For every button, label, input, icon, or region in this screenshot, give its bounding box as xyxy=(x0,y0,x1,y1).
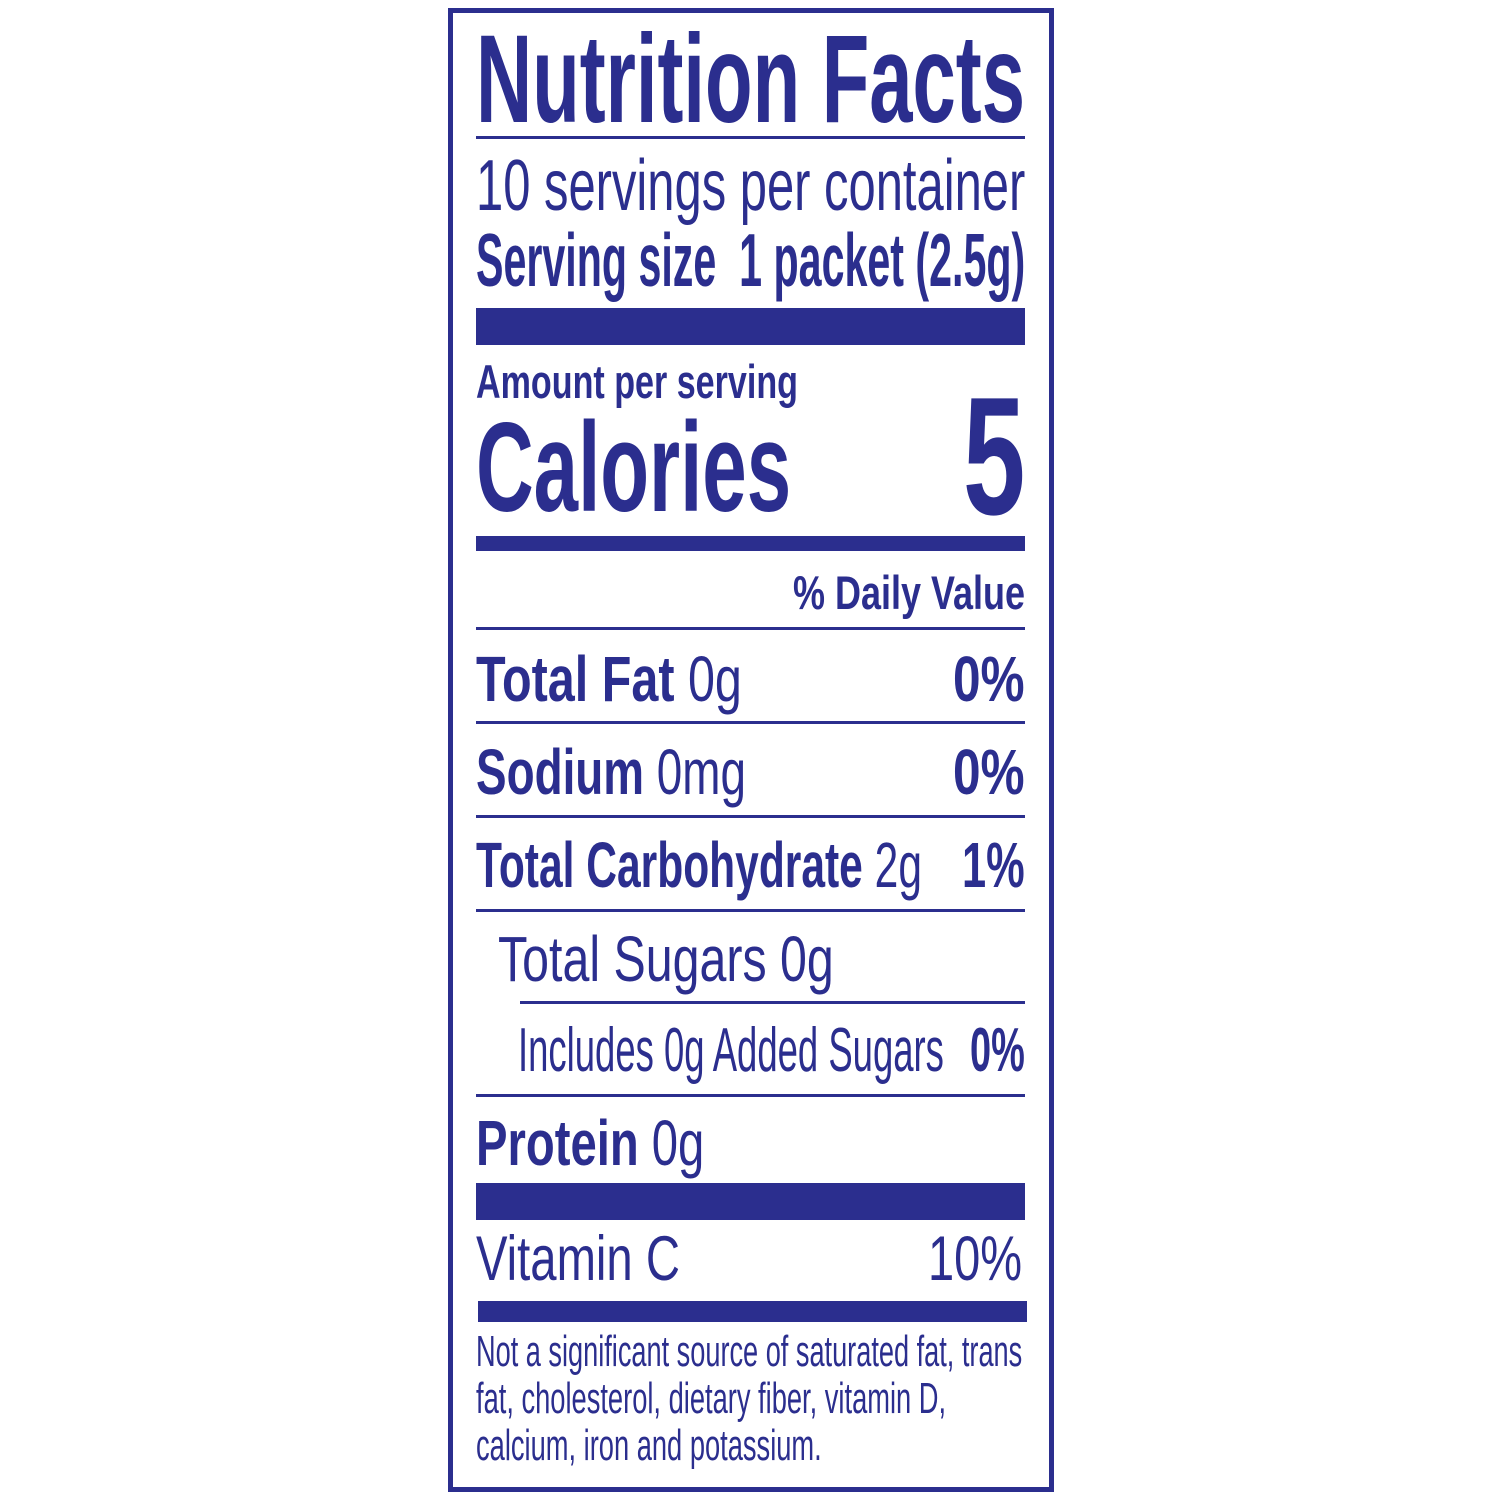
calories-label: Calories xyxy=(476,396,792,538)
footnote-line: calcium, iron and potassium. xyxy=(476,1421,822,1470)
label-title: Nutrition Facts xyxy=(476,10,1025,149)
daily-value-header: % Daily Value xyxy=(793,566,1026,619)
serving-size-value: 1 packet (2.5g) xyxy=(739,218,1026,302)
nutrition-label-frame xyxy=(448,8,1054,1492)
calories-value: 5 xyxy=(963,362,1026,550)
thick-divider xyxy=(476,1183,1025,1220)
divider xyxy=(476,815,1025,818)
servings-per-container: 10 servings per container xyxy=(476,146,1026,226)
divider xyxy=(476,909,1025,912)
dv-vitamin-c: 10% xyxy=(928,1224,1023,1294)
divider xyxy=(476,136,1025,139)
footnote-line: Not a significant source of saturated fa… xyxy=(476,1327,1023,1376)
nutrient-protein: Protein 0g xyxy=(476,1107,705,1179)
serving-size: Serving size 1 packet (2.5g) xyxy=(476,223,1025,298)
vitamin-c: Vitamin C xyxy=(476,1224,680,1294)
dv-added-sugars: 0% xyxy=(970,1016,1025,1085)
medium-divider xyxy=(478,1301,1027,1322)
nutrient-total-fat: Total Fat 0g xyxy=(476,643,742,715)
dv-total-fat: 0% xyxy=(953,643,1025,715)
dv-total-carbohydrate: 1% xyxy=(962,829,1025,901)
nutrient-total-sugars: Total Sugars 0g xyxy=(498,923,834,995)
divider xyxy=(476,721,1025,724)
amount-per-serving: Amount per serving xyxy=(476,355,798,408)
divider xyxy=(476,627,1025,630)
footnote-line: fat, cholesterol, dietary fiber, vitamin… xyxy=(476,1374,947,1423)
nutrient-total-carbohydrate: Total Carbohydrate 2g xyxy=(476,829,922,901)
divider xyxy=(476,1094,1025,1097)
serving-size-label: Serving size xyxy=(476,218,717,302)
medium-divider xyxy=(476,536,1025,551)
divider xyxy=(520,1001,1025,1004)
nutrient-sodium: Sodium 0mg xyxy=(476,736,746,808)
thick-divider xyxy=(476,308,1025,345)
dv-sodium: 0% xyxy=(953,736,1025,808)
nutrient-added-sugars: Includes 0g Added Sugars xyxy=(518,1016,944,1085)
